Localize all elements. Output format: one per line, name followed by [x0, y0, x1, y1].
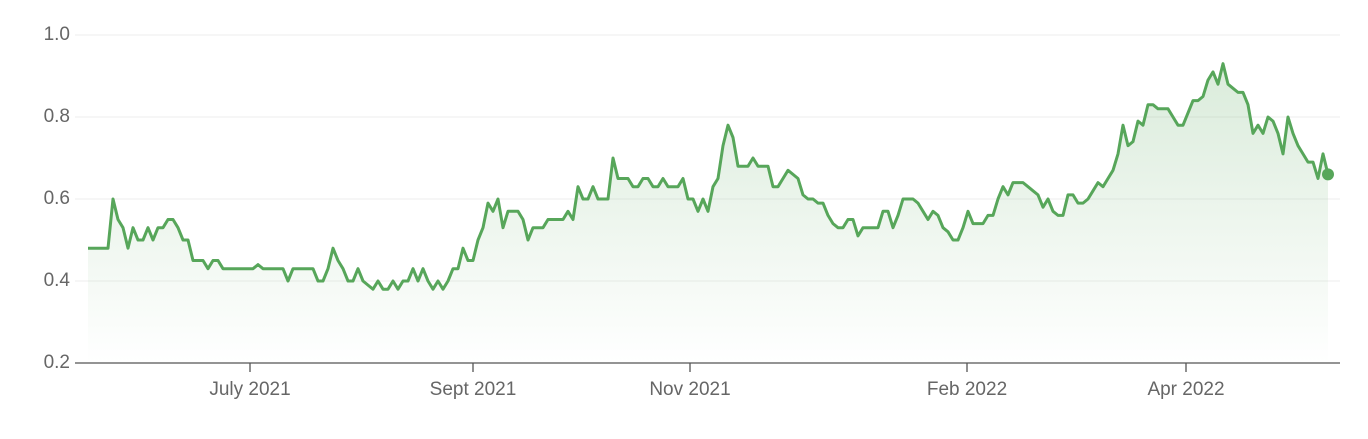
x-tick-label: Sept 2021	[430, 379, 517, 400]
axes: 0.2 0.4 0.6 0.8 1.0 July 2021 Sept 2021 Nov 202…	[44, 24, 1340, 400]
x-tick-label: Feb 2022	[927, 379, 1007, 400]
price-line	[88, 62, 1330, 291]
y-tick-label: 0.8	[44, 106, 70, 127]
area-fill	[88, 63, 1328, 363]
y-tick-label: 0.2	[44, 352, 70, 373]
x-tick-label: Nov 2021	[649, 379, 730, 400]
plot-area	[88, 62, 1334, 363]
y-tick-label: 0.6	[44, 188, 70, 209]
x-tick-label: July 2021	[209, 379, 290, 400]
x-tick-label: Apr 2022	[1147, 379, 1224, 400]
last-point	[1322, 168, 1334, 181]
y-tick-label: 1.0	[44, 24, 70, 45]
y-tick-label: 0.4	[44, 270, 71, 291]
